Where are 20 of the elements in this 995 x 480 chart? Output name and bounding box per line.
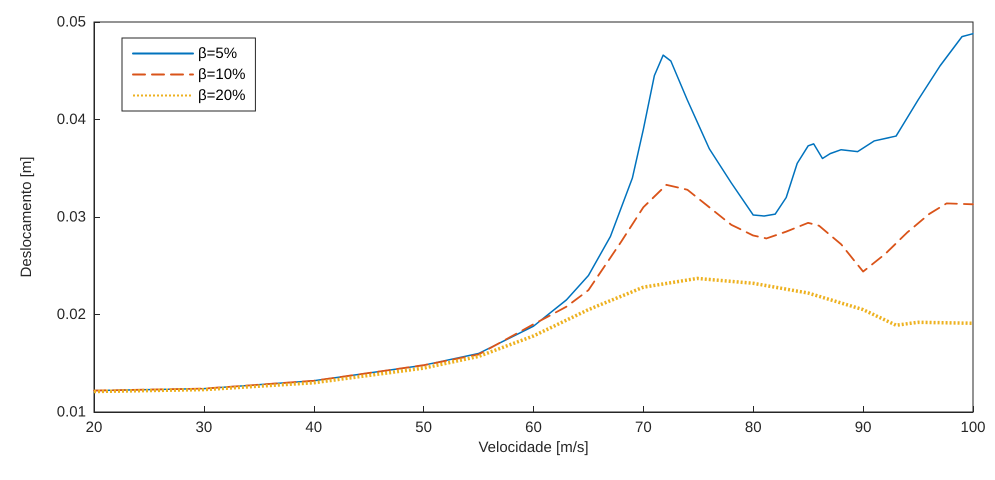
x-tick-label: 90 — [854, 419, 872, 436]
x-tick-label: 80 — [744, 419, 762, 436]
y-tick-label: 0.02 — [56, 306, 86, 323]
x-tick-label: 40 — [305, 419, 322, 436]
x-tick-label: 60 — [525, 419, 542, 436]
y-tick-label: 0.04 — [56, 111, 86, 128]
x-tick-label: 50 — [415, 419, 432, 436]
y-tick-label: 0.03 — [56, 208, 86, 226]
legend-label: β=10% — [198, 66, 246, 83]
x-axis-title: Velocidade [m/s] — [478, 439, 589, 456]
x-tick-label: 100 — [960, 419, 986, 436]
x-tick-label: 20 — [86, 419, 102, 436]
legend-label: β=20% — [198, 87, 246, 104]
y-axis-title: Deslocamento [m] — [18, 156, 35, 278]
x-tick-label: 30 — [196, 419, 212, 436]
y-tick-label: 0.05 — [56, 14, 86, 30]
y-tick-label: 0.01 — [56, 404, 86, 420]
line-series — [93, 184, 974, 392]
legend-label: β=5% — [198, 45, 238, 62]
x-tick-label: 70 — [635, 419, 652, 436]
